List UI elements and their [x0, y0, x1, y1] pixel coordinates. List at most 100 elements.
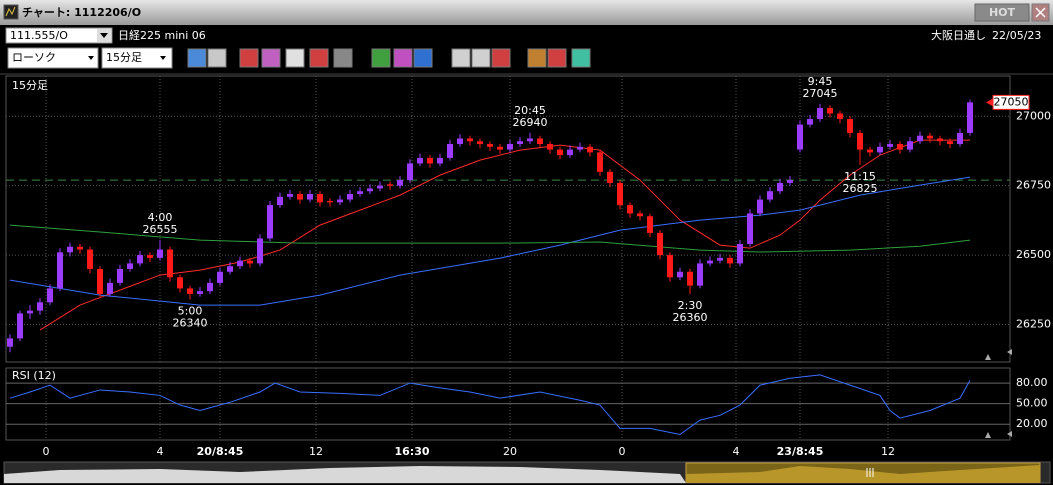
toolbar-button[interactable]	[239, 48, 259, 68]
annotation-value: 26825	[843, 182, 878, 195]
candle-body	[577, 146, 583, 150]
toolbar-button[interactable]	[261, 48, 281, 68]
candle-body	[117, 268, 123, 283]
candle-body	[967, 102, 973, 133]
panel-label: 15分足	[12, 79, 48, 92]
toolbar-button[interactable]	[491, 48, 511, 68]
candle-body	[467, 138, 473, 142]
candle-body	[147, 255, 153, 258]
candle-body	[567, 149, 573, 156]
candle-body	[447, 144, 453, 158]
toolbar-button[interactable]	[207, 48, 227, 68]
scroll-marker	[985, 432, 991, 438]
candle-body	[477, 141, 483, 145]
y-tick-label: 27000	[1016, 109, 1051, 122]
toolbar-button[interactable]	[413, 48, 433, 68]
candle-body	[367, 188, 373, 192]
candle-body	[17, 313, 23, 339]
toolbar-button[interactable]	[187, 48, 207, 68]
annotation-time: 2:30	[678, 299, 703, 312]
close-icon	[1035, 7, 1046, 18]
arrow-icon	[100, 33, 108, 38]
candle-body	[917, 135, 923, 142]
scroll-marker	[985, 354, 991, 360]
toolbar-button[interactable]	[527, 48, 547, 68]
candle-body	[507, 144, 513, 150]
toolbar-button[interactable]	[547, 48, 567, 68]
toolbar-button[interactable]	[333, 48, 353, 68]
candle-body	[657, 232, 663, 256]
candle-body	[867, 149, 873, 153]
symbol-dropdown[interactable]	[5, 27, 113, 44]
toolbar-button[interactable]	[393, 48, 413, 68]
annotation-value: 26340	[173, 317, 208, 330]
toolbar-button[interactable]	[285, 48, 305, 68]
candle-body	[197, 291, 203, 294]
moving-average	[9, 224, 971, 253]
y-tick-label: 26500	[1016, 248, 1051, 261]
candle-body	[207, 282, 213, 292]
toolbar-button[interactable]	[471, 48, 491, 68]
toolbar-button[interactable]	[451, 48, 471, 68]
candle-body	[247, 260, 253, 264]
hot-button[interactable]	[974, 3, 1030, 22]
app-icon-glyph	[5, 6, 16, 17]
candle-body	[87, 249, 93, 269]
x-tick-label: 12	[881, 445, 895, 458]
arrow-icon	[88, 56, 94, 60]
candle-body	[627, 205, 633, 214]
timeframe-dropdown[interactable]	[101, 47, 173, 69]
candle-body	[497, 146, 503, 150]
candle-body	[157, 249, 163, 258]
x-tick-label: 4	[157, 445, 164, 458]
candle-body	[617, 182, 623, 206]
candle-body	[457, 138, 463, 145]
candle-body	[777, 182, 783, 192]
rsi-label: RSI (12)	[12, 369, 56, 382]
symbol-text[interactable]: 111.555/O	[10, 29, 68, 42]
candle-body	[407, 163, 413, 181]
candle-body	[487, 144, 493, 147]
toolbar-button[interactable]	[309, 48, 329, 68]
candle-body	[237, 260, 243, 267]
chart-type-text[interactable]: ローソク	[12, 51, 56, 64]
candle-body	[7, 338, 13, 347]
y-tick-label: 26250	[1016, 318, 1051, 331]
candle-body	[847, 119, 853, 133]
candle-body	[957, 132, 963, 145]
overview-silhouette-selected	[686, 465, 1040, 483]
candle-body	[647, 216, 653, 233]
price-tag	[992, 94, 1030, 110]
candle-body	[347, 194, 353, 200]
candle-body	[807, 119, 813, 125]
annotation-value: 27045	[803, 87, 838, 100]
candle-body	[137, 255, 143, 264]
price-panel	[5, 75, 1011, 363]
x-tick-label: 4	[733, 445, 740, 458]
candle-body	[787, 180, 793, 183]
y-tick-label: 26750	[1016, 179, 1051, 192]
candle-body	[707, 260, 713, 264]
hot-button-label[interactable]: HOT	[989, 6, 1016, 19]
candle-body	[927, 135, 933, 139]
candle-body	[437, 157, 443, 164]
candle-body	[887, 144, 893, 147]
candle-body	[547, 144, 553, 150]
annotation-value: 26940	[513, 116, 548, 129]
toolbar-button[interactable]	[371, 48, 391, 68]
candle-body	[607, 171, 613, 183]
candle-body	[317, 194, 323, 203]
current-price: 27050	[994, 95, 1029, 108]
chart-type-dropdown[interactable]	[7, 47, 99, 69]
candle-body	[217, 271, 223, 283]
toolbar-button[interactable]	[571, 48, 591, 68]
candle-body	[857, 132, 863, 150]
candle-body	[47, 288, 53, 303]
x-tick-label: 12	[309, 445, 323, 458]
candle-body	[417, 157, 423, 164]
candle-body	[177, 277, 183, 289]
candle-body	[307, 194, 313, 200]
timeframe-text[interactable]: 15分足	[106, 51, 142, 64]
candle-body	[557, 149, 563, 156]
